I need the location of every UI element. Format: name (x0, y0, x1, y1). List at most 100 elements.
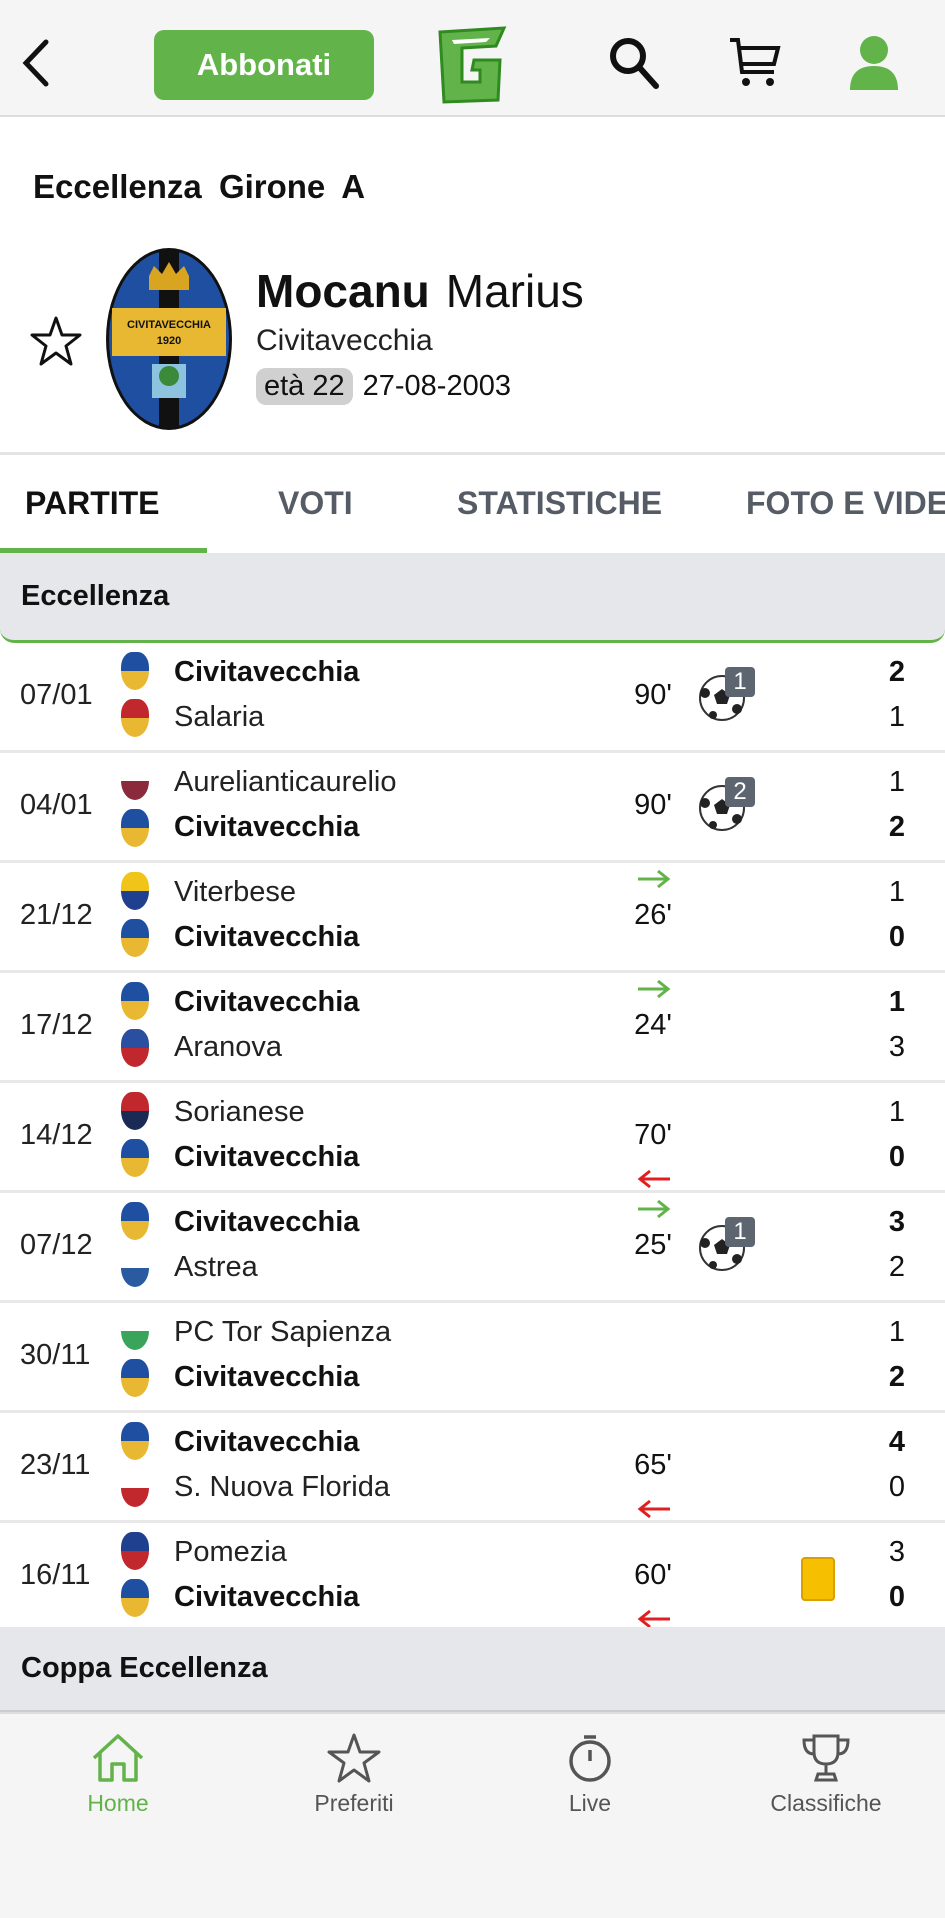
home-team-crest (121, 652, 149, 690)
divider (0, 452, 945, 455)
home-score: 1 (888, 766, 905, 798)
home-team-name: Civitavecchia (174, 1206, 360, 1238)
app-logo[interactable] (434, 26, 510, 104)
home-team-name: Pomezia (174, 1536, 287, 1568)
match-date: 21/12 (20, 899, 93, 931)
match-row[interactable]: 23/11 Civitavecchia S. Nuova Florida 65' 4… (0, 1413, 945, 1523)
away-team-crest (121, 699, 149, 737)
match-row[interactable]: 07/12 Civitavecchia Astrea 25' 1 3 2 (0, 1193, 945, 1303)
home-team-name: PC Tor Sapienza (174, 1316, 392, 1348)
home-team-crest (121, 1422, 149, 1460)
player-first-name: Marius (445, 265, 584, 317)
match-date: 17/12 (20, 1009, 93, 1041)
stopwatch-icon (569, 1735, 611, 1782)
away-score: 2 (888, 1361, 905, 1393)
home-score: 3 (888, 1206, 905, 1238)
home-score: 1 (888, 986, 905, 1018)
nav-home[interactable]: Home (0, 1732, 236, 1817)
home-score: 2 (888, 656, 905, 688)
match-row[interactable]: 21/12 Viterbese Civitavecchia 26' 1 0 (0, 863, 945, 973)
favorite-star-icon[interactable] (30, 315, 82, 367)
away-score: 2 (888, 811, 905, 843)
away-team-name: Aranova (174, 1031, 283, 1063)
age-badge: età 22 (256, 368, 353, 405)
away-team-crest (121, 1139, 149, 1177)
yellow-card-icon (801, 1557, 835, 1601)
home-team-crest (121, 1092, 149, 1130)
star-icon (327, 1733, 381, 1783)
league-title: Eccellenza Girone A (33, 168, 366, 205)
nav-label: Preferiti (314, 1790, 394, 1816)
search-icon[interactable] (606, 34, 662, 90)
player-last-name: Mocanu (256, 265, 430, 317)
match-row[interactable]: 30/11 PC Tor Sapienza Civitavecchia 1 2 (0, 1303, 945, 1413)
home-team-crest (121, 1312, 149, 1350)
trophy-icon (802, 1734, 850, 1782)
match-date: 16/11 (20, 1559, 91, 1591)
top-bar: Abbonati (0, 0, 945, 117)
tab-foto-video[interactable]: FOTO E VIDEO (746, 485, 945, 521)
home-team-crest (121, 872, 149, 910)
home-team-name: Civitavecchia (174, 1426, 360, 1458)
away-team-crest (121, 1579, 149, 1617)
match-date: 04/01 (20, 789, 93, 821)
match-row[interactable]: 14/12 Sorianese Civitavecchia 70' 1 0 (0, 1083, 945, 1193)
match-row[interactable]: 04/01 Aurelianticaurelio Civitavecchia 90… (0, 753, 945, 863)
sub-in-arrow-icon (638, 979, 671, 999)
minutes-played: 26' (634, 899, 672, 931)
match-row[interactable]: 17/12 Civitavecchia Aranova 24' 1 3 (0, 973, 945, 1083)
player-team: Civitavecchia (256, 324, 433, 357)
away-team-name: Astrea (174, 1251, 258, 1283)
sub-in-arrow-icon (638, 1199, 671, 1219)
cart-icon[interactable] (726, 34, 782, 90)
tab-voti[interactable]: VOTI (278, 485, 353, 521)
home-team-crest (121, 982, 149, 1020)
away-team-crest (121, 809, 149, 847)
away-score: 1 (888, 701, 905, 733)
subscribe-button[interactable]: Abbonati (154, 30, 374, 100)
away-team-crest (121, 919, 149, 957)
nav-preferiti[interactable]: Preferiti (236, 1732, 472, 1817)
away-team-crest (121, 1359, 149, 1397)
away-score: 0 (888, 1471, 905, 1503)
section-header[interactable]: Eccellenza (0, 553, 945, 643)
goals-count-badge: 2 (725, 777, 755, 807)
away-team-name: Civitavecchia (174, 1581, 360, 1613)
match-row[interactable]: 16/11 Pomezia Civitavecchia 60' 3 0 (0, 1523, 945, 1633)
user-icon[interactable] (846, 34, 902, 92)
away-team-name: S. Nuova Florida (174, 1471, 390, 1503)
home-team-name: Civitavecchia (174, 656, 360, 688)
chevron-left-icon[interactable] (18, 38, 58, 88)
player-age-row: età 22 27-08-2003 (256, 368, 511, 405)
sub-in-arrow-icon (638, 869, 671, 889)
away-team-crest (121, 1469, 149, 1507)
home-team-crest (121, 1202, 149, 1240)
nav-classifiche[interactable]: Classifiche (708, 1732, 944, 1817)
section-header[interactable]: Coppa Eccellenza (0, 1627, 945, 1712)
away-team-name: Civitavecchia (174, 1141, 360, 1173)
home-team-crest (121, 762, 149, 800)
minutes-played: 70' (634, 1119, 672, 1151)
match-date: 14/12 (20, 1119, 93, 1151)
minutes-played: 24' (634, 1009, 672, 1041)
nav-label: Live (568, 1790, 612, 1816)
bottom-nav: Home Preferiti Live Classifiche (0, 1712, 945, 1918)
tab-statistiche[interactable]: STATISTICHE (457, 485, 663, 521)
home-score: 1 (888, 1316, 905, 1348)
nav-live[interactable]: Live (472, 1732, 708, 1817)
crest-year: 1920 (157, 335, 181, 347)
minutes-played: 65' (634, 1449, 672, 1481)
goals-count-badge: 1 (725, 667, 755, 697)
tab-partite[interactable]: PARTITE (25, 485, 160, 521)
away-score: 0 (888, 921, 905, 953)
away-score: 0 (888, 1581, 905, 1613)
away-team-crest (121, 1249, 149, 1287)
home-icon (92, 1734, 144, 1782)
match-list: 07/01 Civitavecchia Salaria 90' 1 2 1 04/01 … (0, 643, 945, 1633)
minutes-played: 25' (634, 1229, 672, 1261)
team-crest: CIVITAVECCHIA 1920 (106, 248, 232, 430)
home-team-name: Sorianese (174, 1096, 305, 1128)
home-score: 4 (888, 1426, 905, 1458)
match-row[interactable]: 07/01 Civitavecchia Salaria 90' 1 2 1 (0, 643, 945, 753)
home-score: 3 (888, 1536, 905, 1568)
